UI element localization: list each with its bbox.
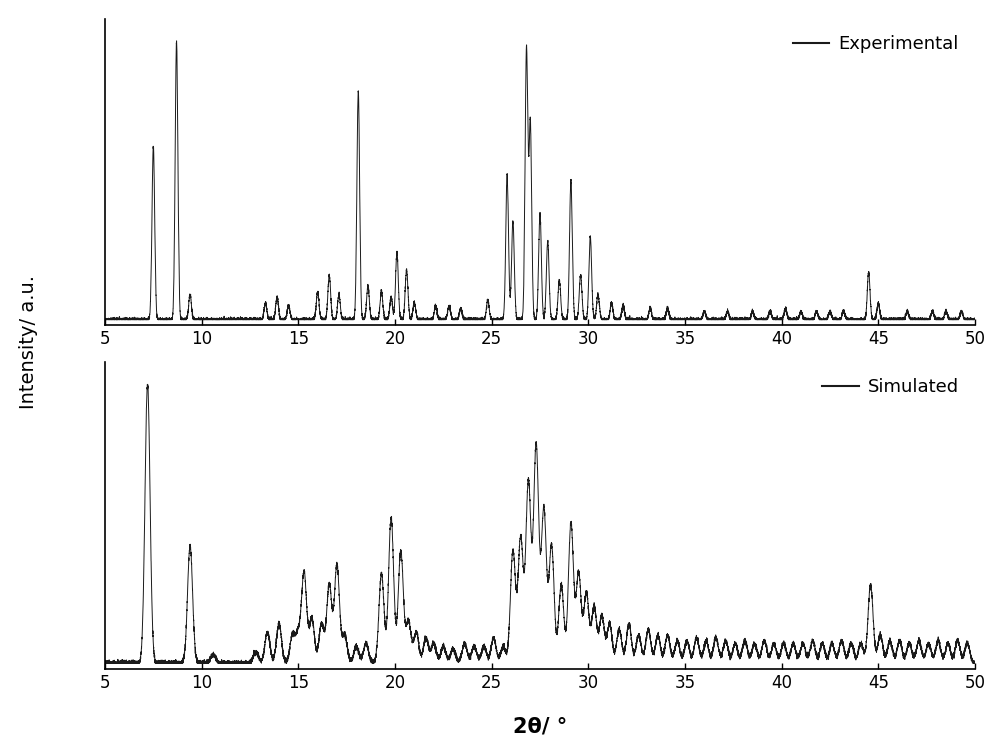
Text: Intensity/ a.u.: Intensity/ a.u. <box>18 275 38 409</box>
Text: 2θ/ °: 2θ/ ° <box>513 717 567 736</box>
Legend: Experimental: Experimental <box>786 27 966 60</box>
Legend: Simulated: Simulated <box>815 371 966 403</box>
